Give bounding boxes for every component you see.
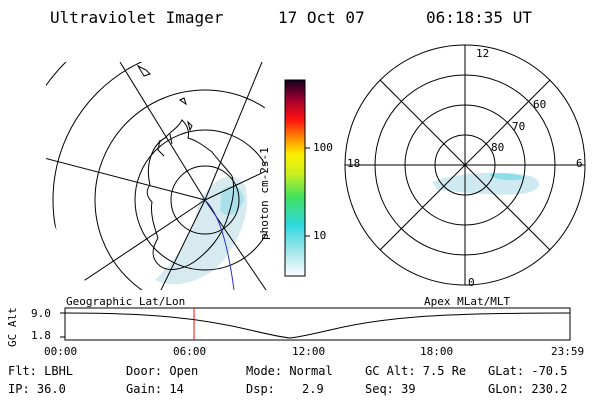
mode-info: Mode: Normal	[246, 364, 333, 378]
door-info: Door: Open	[126, 364, 199, 378]
date-label: 17 Oct 07	[278, 8, 365, 27]
glon-info: GLon: 230.2	[488, 382, 568, 396]
colorbar-tick-10: 10	[313, 229, 327, 242]
mlt-label-0: 0	[468, 276, 475, 289]
mlat-label-80: 80	[491, 141, 505, 154]
ip-info: IP: 36.0	[8, 382, 66, 396]
mlat-label-60: 60	[533, 98, 547, 111]
gain-info: Gain: 14	[126, 382, 184, 396]
x-tick-2359: 23:59	[551, 345, 585, 358]
time-label: 06:18:35 UT	[426, 8, 532, 27]
x-tick-0000: 00:00	[44, 345, 78, 358]
mlt-label-6: 6	[576, 157, 583, 170]
gcalt-info: GC Alt: 7.5 Re	[365, 364, 467, 378]
mlat-label-70: 70	[512, 120, 526, 133]
x-tick-1800: 18:00	[420, 345, 454, 358]
dsp-label: Dsp:	[246, 382, 275, 396]
mlt-label-18: 18	[347, 157, 361, 170]
altitude-curve	[64, 312, 571, 339]
flt-info: Flt: LBHL	[8, 364, 74, 378]
mlt-label-12: 12	[476, 47, 490, 60]
y-tick-9: 9.0	[31, 307, 51, 320]
dsp-value: 2.9	[302, 382, 324, 396]
x-tick-0600: 06:00	[173, 345, 207, 358]
timeline-left-title: Geographic Lat/Lon	[66, 295, 186, 308]
colorbar-tick-100: 100	[313, 141, 333, 154]
app-title: Ultraviolet Imager	[50, 8, 224, 27]
y-tick-1-8: 1.8	[31, 329, 51, 342]
timeline-right-title: Apex MLat/MLT	[424, 295, 511, 308]
seq-info: Seq: 39	[365, 382, 416, 396]
x-tick-1200: 12:00	[292, 345, 326, 358]
glat-info: GLat: -70.5	[488, 364, 568, 378]
